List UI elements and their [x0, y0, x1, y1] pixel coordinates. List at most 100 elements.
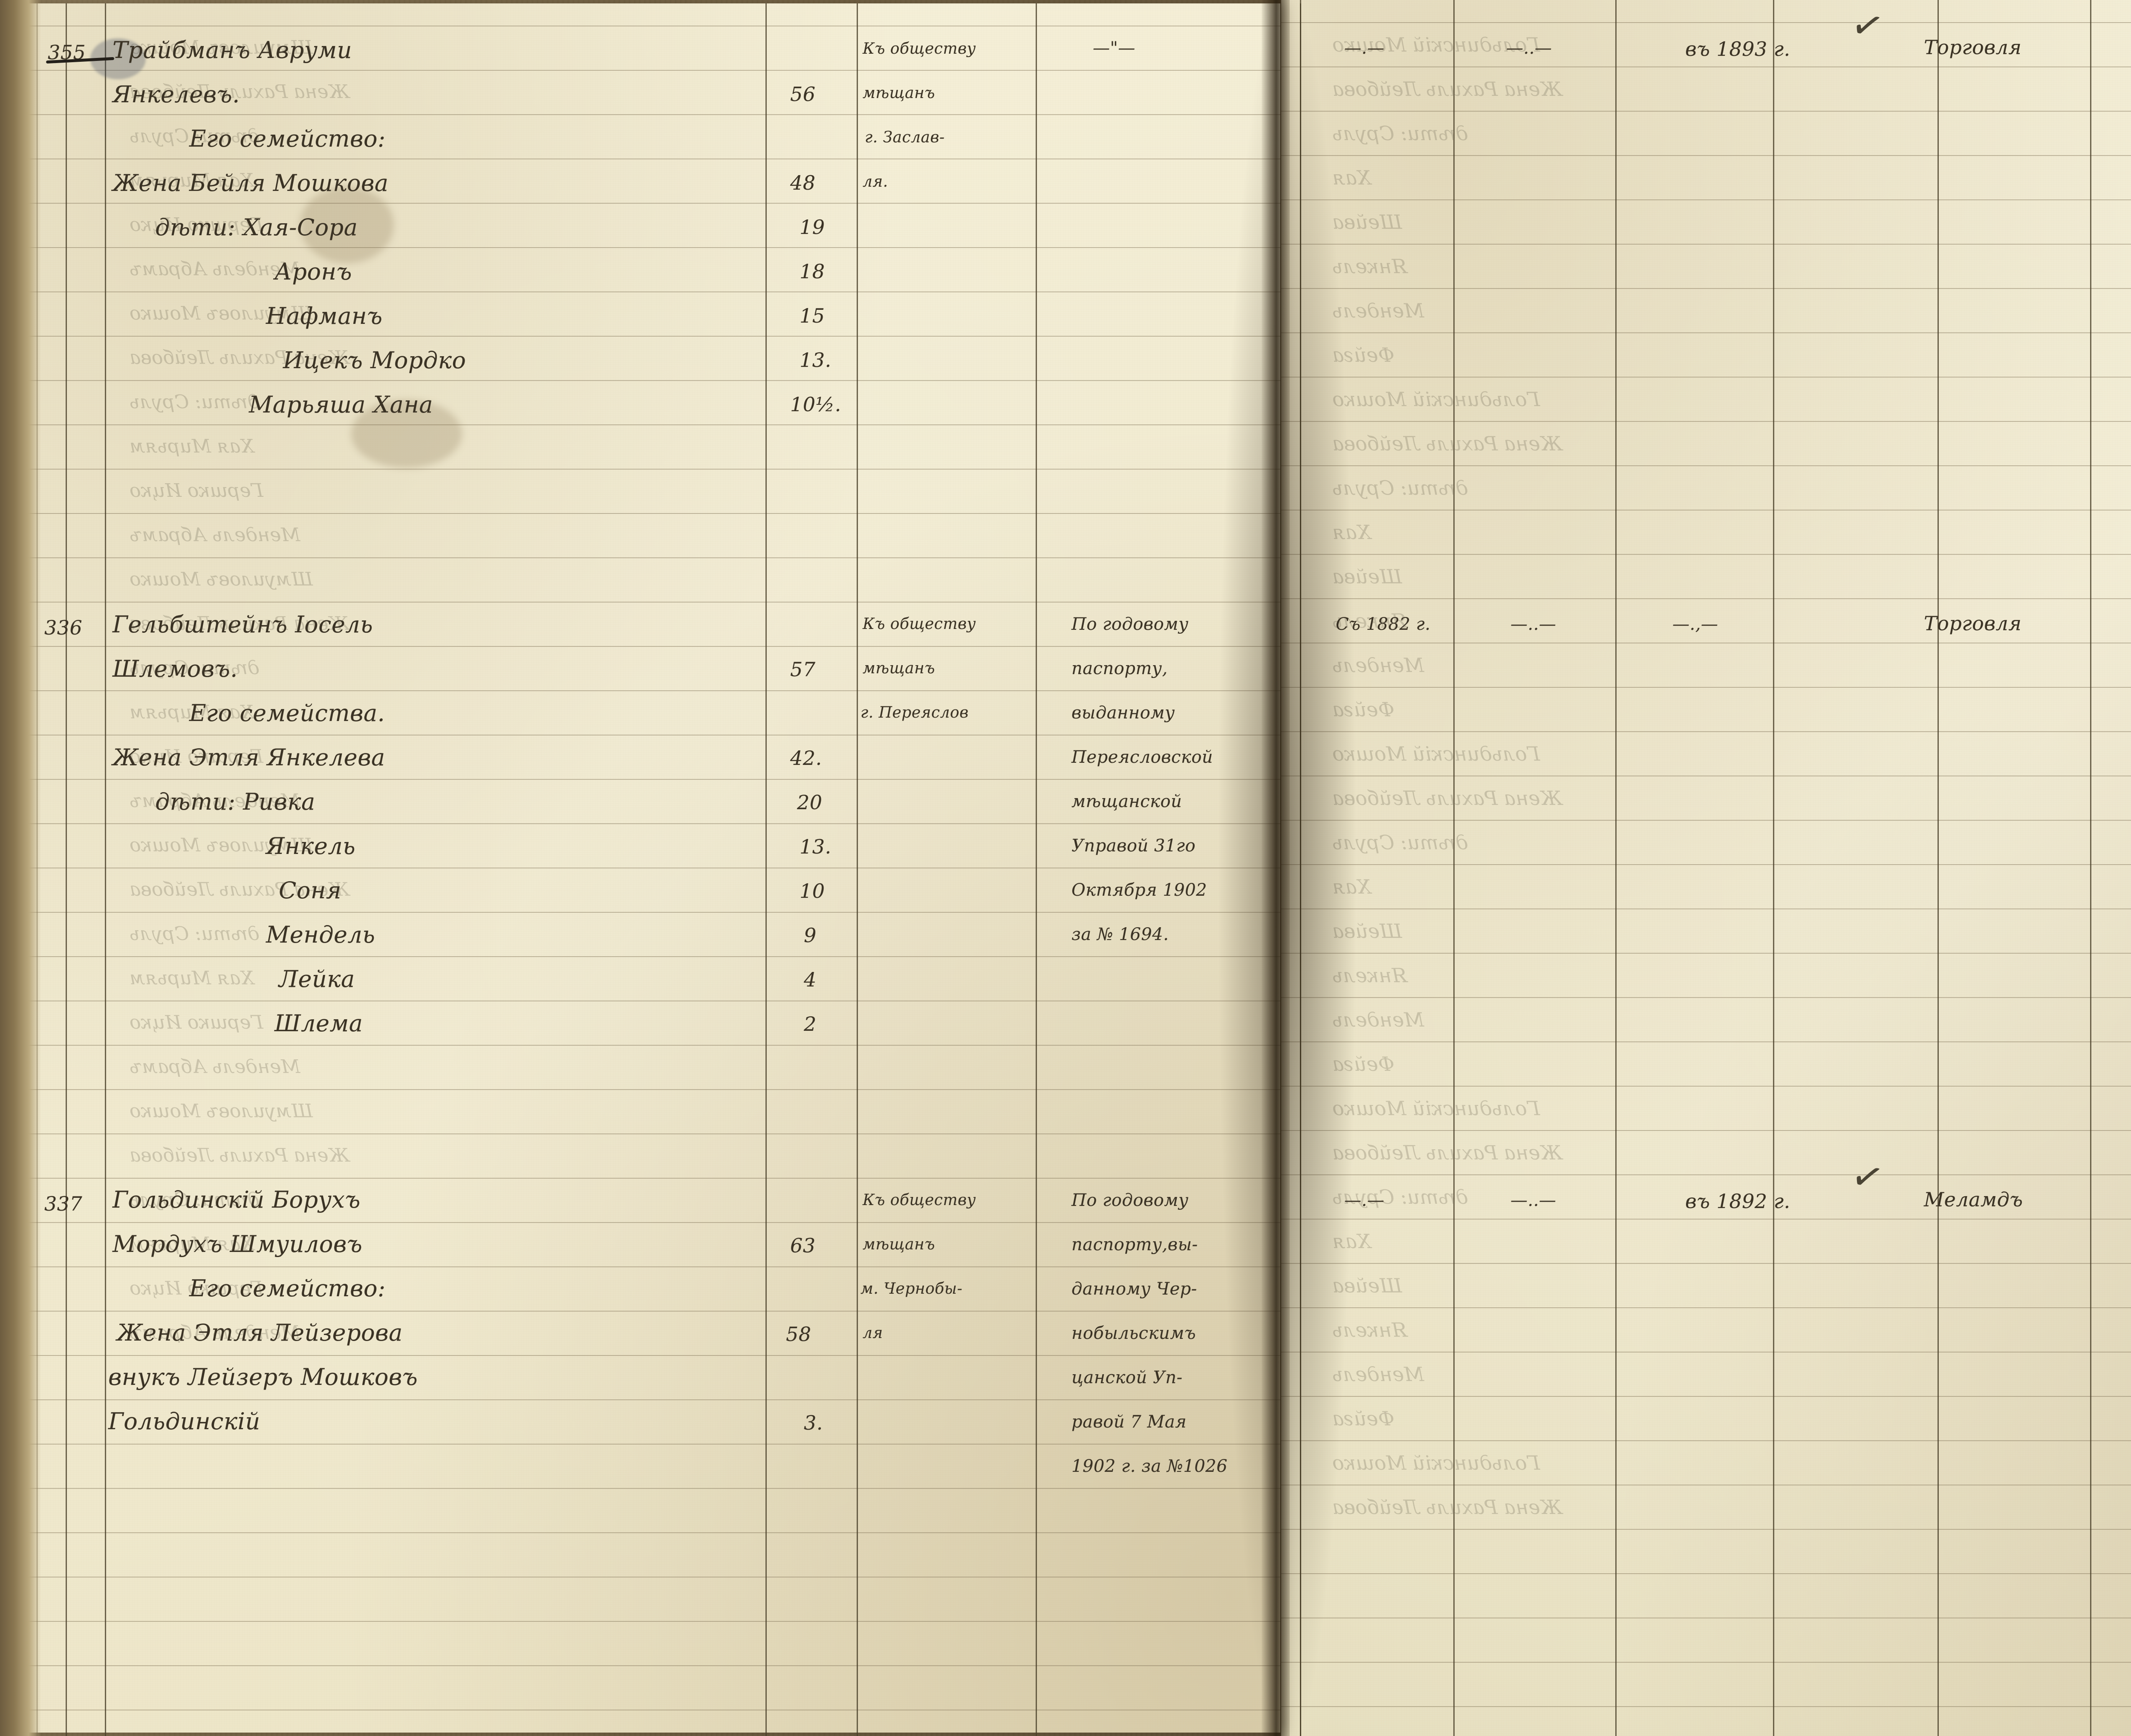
rule-line: [1281, 377, 2131, 378]
entry-355-member-child-5: Марьяша Хана: [249, 391, 433, 418]
entry-336-document-l2: паспорту,: [1071, 659, 1168, 678]
entry-337-family-header: Его семейство:: [189, 1275, 386, 1302]
rule-line: [27, 336, 1280, 337]
right-leaf-fiber: [1281, 0, 2131, 1736]
entry-355-member-child-2: Аронъ: [274, 258, 352, 285]
right-page-rules: [1281, 0, 2131, 1736]
showthrough-text: Шмуиловъ Мошко: [130, 1100, 313, 1122]
rule-line: [1281, 687, 2131, 688]
rule-line: [27, 513, 1280, 514]
showthrough-text: Мендель Абрамъ: [130, 524, 300, 546]
rule-line: [1281, 1529, 2131, 1530]
showthrough-text: Хая Мирьям: [130, 435, 254, 457]
rule-line: [27, 1222, 1280, 1223]
rule-line: [27, 912, 1280, 913]
rule-line: [27, 1488, 1280, 1489]
column-rule: [105, 3, 106, 1736]
entry-336-society-l3: г. Переяслов: [860, 704, 969, 721]
showthrough-text: дѣти: Сруль: [1332, 831, 1468, 854]
rule-line: [27, 690, 1280, 691]
rule-line: [1281, 953, 2131, 954]
rule-line: [1281, 111, 2131, 112]
entry-336-member-child-3: Соня: [279, 877, 342, 904]
rule-line: [27, 114, 1280, 115]
entry-336-family-header: Его семейства.: [189, 700, 385, 727]
entry-336-age-child-4: 9: [804, 924, 817, 947]
showthrough-text: Гольдинскiй Мошко: [1332, 742, 1540, 765]
rule-line: [27, 424, 1280, 425]
showthrough-text: Фейга: [1332, 1053, 1395, 1076]
showthrough-text: Мендель Абрамъ: [130, 1056, 300, 1078]
entry-337-surname-line2: Мордухъ Шмуиловъ: [113, 1231, 363, 1257]
rule-line: [27, 469, 1280, 470]
rule-line: [1281, 820, 2131, 821]
entry-355-society-l4: ля.: [863, 173, 888, 190]
entry-355-member-child-3: Нафманъ: [266, 303, 383, 329]
showthrough-text: Мендель: [1332, 1008, 1424, 1031]
entry-337-document-l4: нобыльскимъ: [1071, 1324, 1196, 1343]
entry-355-family-header: Его семейство:: [189, 125, 386, 152]
rule-line: [1281, 1706, 2131, 1707]
rule-line: [1281, 598, 2131, 599]
showthrough-text: Хая: [1332, 875, 1371, 898]
showthrough-text: Гольдинскiй Мошко: [1332, 1097, 1540, 1120]
showthrough-text: Фейга: [1332, 343, 1395, 366]
rule-line: [1281, 1219, 2131, 1220]
rule-line: [1281, 1263, 2131, 1264]
entry-336-age-wife: 42.: [790, 747, 822, 770]
entry-336-document-l4: Переясловской: [1071, 747, 1213, 767]
entry-355-age-child-2: 18: [800, 260, 825, 283]
entry-336-surname-line1: Гельбштейнъ Іосель: [113, 611, 373, 638]
rule-line: [27, 779, 1280, 780]
right-page-leaf: Гольдинскiй Мошко Жена Рахиль Лейбова дѣти…: [1281, 0, 2131, 1736]
column-rule: [857, 3, 858, 1736]
entry-336-member-child-1: дѣти: Ривка: [155, 788, 315, 815]
entry-355-member-child-4: Ицекъ Мордко: [283, 347, 466, 374]
rule-line: [27, 646, 1280, 647]
rule-line: [1281, 1396, 2131, 1397]
entry-336-member-child-5: Лейка: [279, 966, 355, 992]
rule-line: [1281, 244, 2131, 245]
entry-336-age-child-3: 10: [800, 880, 825, 903]
rule-line: [1281, 288, 2131, 289]
entry-337-member-wife: Жена Этля Лейзерова: [117, 1319, 403, 1346]
rule-line: [1281, 155, 2131, 156]
entry-336-member-wife: Жена Этля Янкелева: [113, 744, 385, 771]
entry-336-member-child-6: Шлема: [274, 1010, 363, 1037]
entry-336-age-child-2: 13.: [800, 835, 832, 858]
column-rule: [765, 3, 767, 1736]
showthrough-text: Жена Рахиль Лейбова: [1332, 787, 1562, 810]
rule-line: [27, 823, 1280, 824]
entry-337-society-l3: м. Чернобы-: [860, 1280, 963, 1298]
entry-336-document-l1: По годовому: [1071, 614, 1189, 634]
entry-337-since-ditto: —.—: [1344, 1191, 1385, 1210]
entry-336-since: Съ 1882 г.: [1336, 614, 1431, 634]
rule-line: [1281, 199, 2131, 200]
entry-355-age-child-4: 13.: [800, 349, 832, 372]
entry-337-surname-line1: Гольдинскiй Борухъ: [113, 1186, 361, 1213]
rule-line: [27, 1399, 1280, 1400]
entry-355-occupation: Торговля: [1924, 36, 2022, 59]
entry-337-col7-ditto: —..—: [1510, 1191, 1556, 1210]
entry-336-document-l7: Октября 1902: [1071, 880, 1207, 900]
entry-336-member-child-4: Мендель: [266, 921, 375, 948]
showthrough-text: Мендель: [1332, 299, 1424, 322]
entry-336-surname-line2: Шлемовъ.: [113, 655, 238, 682]
showthrough-text: Хая: [1332, 521, 1371, 544]
column-rule: [2090, 0, 2091, 1736]
showthrough-text: Янкель: [1332, 255, 1408, 278]
rule-line: [27, 291, 1280, 292]
rule-line: [1281, 66, 2131, 67]
showthrough-text: Хая Мирьям: [130, 967, 254, 989]
column-rule: [37, 3, 38, 1736]
entry-number-336: 336: [44, 616, 83, 639]
rule-line: [27, 1178, 1280, 1179]
entry-336-col8-ditto: —.,—: [1672, 614, 1718, 634]
column-rule: [1773, 0, 1774, 1736]
showthrough-text: Жена Рахиль Лейбова: [1332, 78, 1562, 101]
entry-337-document-l2: паспорту,вы-: [1071, 1235, 1198, 1254]
showthrough-text: Янкель: [1332, 1318, 1408, 1341]
entry-355-year: въ 1893 г.: [1685, 37, 1790, 61]
showthrough-text: дѣти: Сруль: [1332, 122, 1468, 145]
rule-line: [27, 1665, 1280, 1666]
